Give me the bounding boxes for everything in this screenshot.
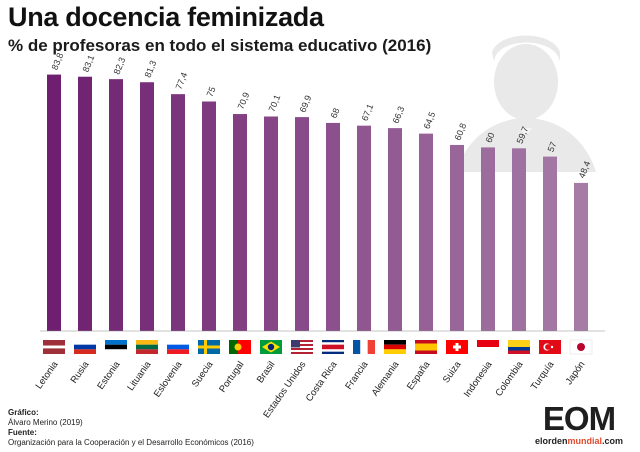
country-flag-icon xyxy=(569,339,593,355)
category-label: Suiza xyxy=(441,359,464,385)
chart-title: Una docencia feminizada xyxy=(8,2,324,32)
country-flag-icon xyxy=(291,340,313,354)
country-flag-icon xyxy=(105,340,127,354)
category-label: Brasil xyxy=(255,359,278,385)
category-label: Alemania xyxy=(370,359,402,398)
country-flag-icon xyxy=(384,340,406,354)
category-label: Indonesia xyxy=(462,359,495,400)
value-label: 60 xyxy=(484,131,497,144)
value-label: 70,1 xyxy=(267,93,283,113)
bar-2 xyxy=(78,76,92,332)
bar-5 xyxy=(171,94,185,331)
value-label: 77,4 xyxy=(174,71,190,91)
eom-logo: EOM elordenmundial.com xyxy=(520,402,638,448)
country-flag-icon xyxy=(353,340,375,354)
country-flag-icon xyxy=(415,340,437,354)
value-label: 75 xyxy=(205,85,218,98)
category-label: Costa Rica xyxy=(304,359,340,404)
value-label: 81,3 xyxy=(143,59,159,79)
value-label: 57 xyxy=(546,140,559,153)
fuente-label: Fuente: xyxy=(8,428,37,437)
grafico-author: Álvaro Merino (2019) xyxy=(8,418,83,427)
country-flag-icon xyxy=(43,340,65,354)
bar-7 xyxy=(233,114,247,332)
country-flag-icon xyxy=(477,340,499,354)
value-label: 69,9 xyxy=(298,94,314,114)
value-label: 64,5 xyxy=(422,110,438,130)
bar-14 xyxy=(450,144,464,331)
chart-subtitle: % de profesoras en todo el sistema educa… xyxy=(8,36,432,55)
bar-6 xyxy=(202,101,216,331)
country-flag-icon xyxy=(136,340,158,354)
value-label: 70,9 xyxy=(236,91,252,111)
bar-17 xyxy=(543,156,557,331)
bar-9 xyxy=(295,117,309,331)
category-label: Eslovenia xyxy=(152,359,185,400)
value-label: 67,1 xyxy=(360,102,376,122)
value-label: 82,3 xyxy=(112,56,128,76)
country-flag-icon xyxy=(508,340,530,354)
category-label: Francia xyxy=(343,359,371,392)
country-flag-icon xyxy=(260,340,282,354)
country-flag-icon xyxy=(322,340,344,354)
value-label: 66,3 xyxy=(391,105,407,125)
bar-4 xyxy=(140,82,154,331)
category-label: Turquía xyxy=(529,359,557,392)
category-label: Japón xyxy=(564,359,588,387)
value-label: 60,8 xyxy=(453,122,469,142)
bar-10 xyxy=(326,122,340,331)
category-label: Letonia xyxy=(34,359,61,391)
category-label: Estonia xyxy=(95,359,123,392)
country-flag-icon xyxy=(167,340,189,354)
category-label: Portugal xyxy=(217,359,246,394)
grafico-label: Gráfico: xyxy=(8,408,39,417)
bar-11 xyxy=(357,125,371,331)
credits-block: Gráfico: Álvaro Merino (2019) Fuente: Or… xyxy=(8,408,254,448)
category-label: Rusia xyxy=(69,359,92,386)
bar-3 xyxy=(109,79,123,331)
category-label: Lituania xyxy=(125,359,154,393)
value-label: 68 xyxy=(329,107,342,120)
country-flag-icon xyxy=(539,340,561,354)
eom-url-suffix: .com xyxy=(602,436,624,446)
bar-15 xyxy=(481,147,495,331)
bar-8 xyxy=(264,116,278,331)
eom-url-prefix: elorden xyxy=(534,436,568,446)
fuente-source: Organización para la Cooperación y el De… xyxy=(8,438,254,447)
category-label: Colombia xyxy=(493,359,525,399)
value-label: 83,1 xyxy=(81,53,97,73)
country-flag-icon xyxy=(229,340,251,354)
bar-18 xyxy=(574,182,588,331)
bar-1 xyxy=(47,74,61,332)
eom-url: elordenmundial.com xyxy=(520,436,638,446)
category-label: Suecia xyxy=(190,359,216,390)
country-flag-icon xyxy=(74,340,96,354)
country-flag-icon xyxy=(446,340,468,354)
country-flag-icon xyxy=(198,340,220,354)
eom-url-mid: mundial xyxy=(567,436,602,446)
bar-13 xyxy=(419,133,433,331)
eom-logo-text: EOM xyxy=(542,400,616,437)
bar-16 xyxy=(512,148,526,331)
category-label: España xyxy=(405,359,433,392)
bar-12 xyxy=(388,128,402,331)
